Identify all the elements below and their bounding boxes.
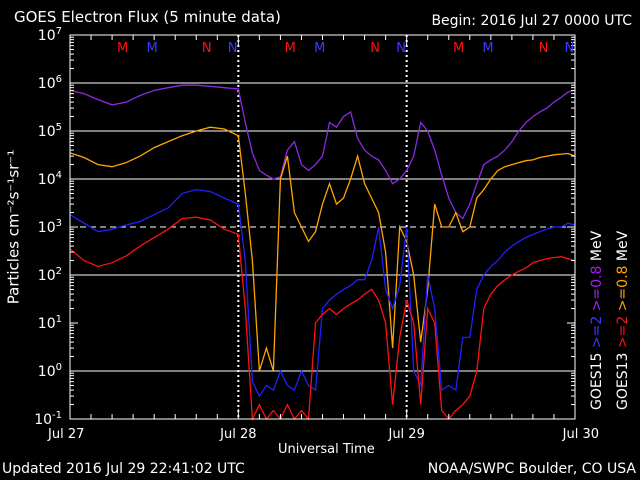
local-time-marker: N xyxy=(539,41,549,56)
local-time-marker: M xyxy=(146,41,157,56)
series-line xyxy=(69,126,576,372)
local-time-marker: N xyxy=(396,41,406,56)
local-time-marker: N xyxy=(228,41,238,56)
series-line xyxy=(69,84,576,220)
y-tick-label: 107 xyxy=(38,26,62,44)
local-time-marker: N xyxy=(202,41,212,56)
local-time-marker: N xyxy=(565,41,575,56)
begin-time: Begin: 2016 Jul 27 0000 UTC xyxy=(431,13,632,29)
chart-title: GOES Electron Flux (5 minute data) xyxy=(14,8,281,26)
credit-text: NOAA/SWPC Boulder, CO USA xyxy=(427,461,636,477)
grid-layer xyxy=(70,35,575,419)
local-time-marker: M xyxy=(453,41,464,56)
series-layer xyxy=(69,84,576,422)
y-tick-label: 105 xyxy=(38,122,62,140)
local-time-marker: M xyxy=(285,41,296,56)
x-axis-label: Universal Time xyxy=(278,442,375,457)
y-tick-label: 10-1 xyxy=(34,410,62,428)
y-tick-label: 104 xyxy=(38,170,62,188)
updated-timestamp: Updated 2016 Jul 29 22:41:02 UTC xyxy=(2,461,245,477)
legend-goes15: GOES15 >=2 >=0.8 MeV xyxy=(589,230,605,410)
x-tick-label: Jul 28 xyxy=(219,427,256,442)
series-line xyxy=(69,188,576,398)
y-tick-label: 102 xyxy=(38,266,62,284)
legend-goes13: GOES13 >=2 >=0.8 MeV xyxy=(615,230,631,410)
local-time-marker: M xyxy=(314,41,325,56)
x-tick-label: Jul 29 xyxy=(387,427,424,442)
series-line xyxy=(69,216,576,422)
y-tick-label: 103 xyxy=(38,218,62,236)
local-time-marker: M xyxy=(482,41,493,56)
x-tick-label: Jul 30 xyxy=(562,427,599,442)
tick-layer xyxy=(69,34,576,420)
label-layer: 10-1 100 101 102 103 104 105 106 107 Jul 27 Jul 28… xyxy=(34,26,631,442)
y-tick-label: 101 xyxy=(38,314,62,332)
y-axis-label: Particles cm⁻²s⁻¹sr⁻¹ xyxy=(4,149,23,305)
y-tick-label: 100 xyxy=(38,362,62,380)
local-time-marker: N xyxy=(370,41,380,56)
local-time-marker: M xyxy=(117,41,128,56)
x-tick-label: Jul 27 xyxy=(47,427,84,442)
y-tick-label: 106 xyxy=(38,74,62,92)
